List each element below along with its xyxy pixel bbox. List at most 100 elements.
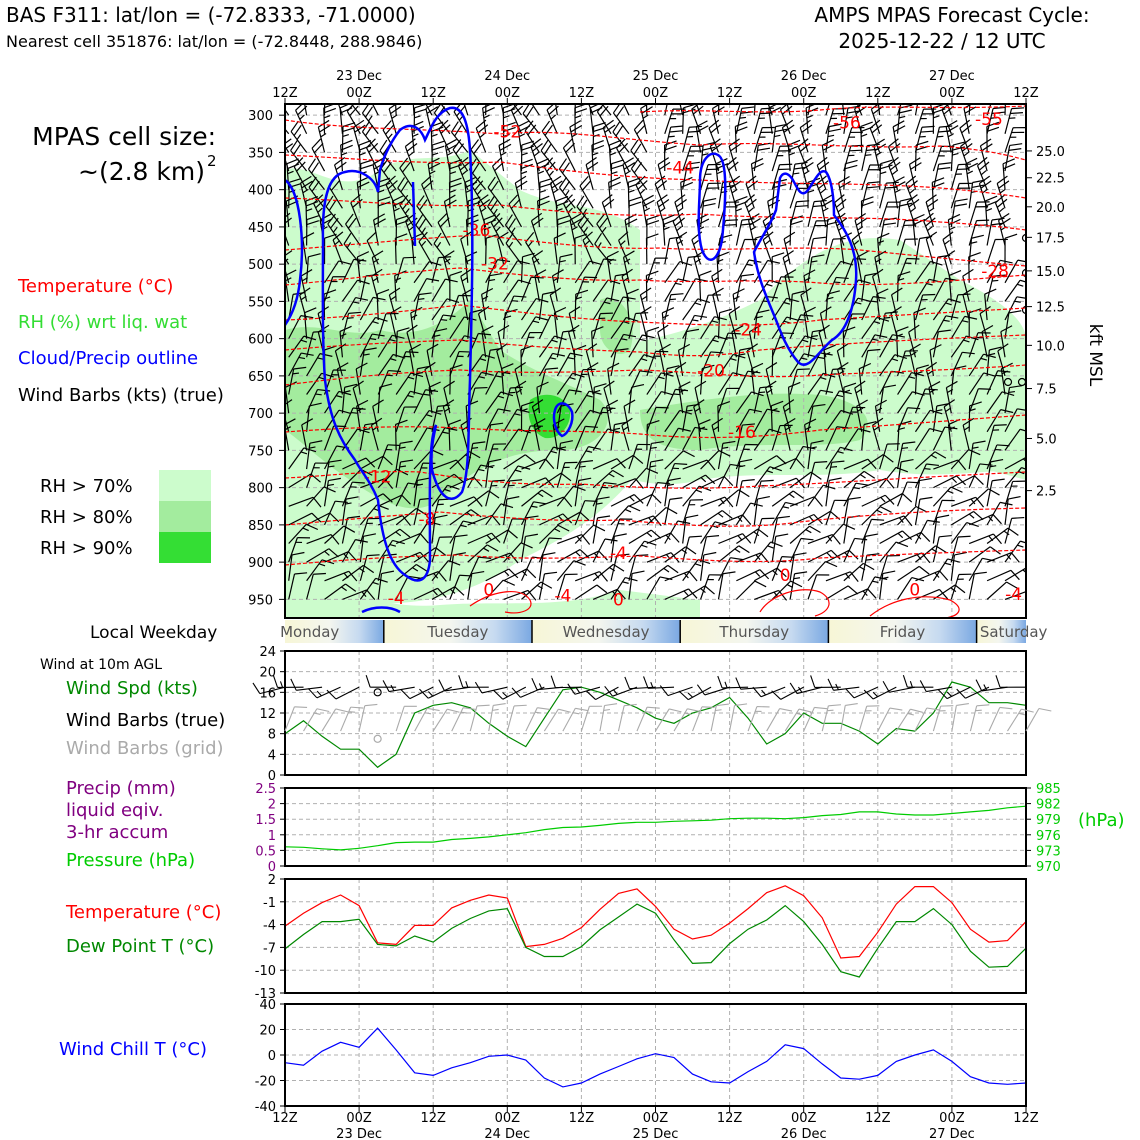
wind-barb-flag (838, 175, 850, 184)
wind-barb-half (846, 116, 853, 119)
wind-barb-staff (505, 242, 522, 265)
wind-barb-staff (986, 219, 993, 246)
wind-barb-flag (399, 194, 409, 206)
wind-chill-label: Wind Chill T (°C) (59, 1039, 207, 1060)
wind-barb-staff (323, 445, 338, 470)
wind-barb-half (694, 563, 702, 567)
wind-barb-staff (339, 107, 344, 134)
wind-barb-staff (388, 686, 415, 693)
wind-barb-staff (861, 506, 881, 526)
wind-barb-flag (1028, 456, 1037, 465)
wind-barb-staff (395, 372, 412, 395)
wind-barb-flag (611, 164, 624, 170)
wind-barb-staff (449, 335, 465, 358)
wind-barb-flag (983, 353, 996, 359)
wind-barb-half (853, 487, 860, 490)
wind-barb-half (604, 301, 611, 305)
wind-barb-flag (334, 83, 344, 91)
weekday-label: Friday (880, 623, 926, 641)
wind-barb-flag (996, 444, 1010, 447)
wind-barb-flag (323, 107, 337, 114)
wind-barb-flag (575, 707, 588, 712)
wind-barb-half (1018, 712, 1025, 716)
wind-barb-flag (741, 218, 755, 221)
pressure-tick-label: 950 (248, 593, 273, 608)
wind-barb-flag (374, 218, 386, 226)
wind-barb-staff (399, 204, 415, 228)
wind-barb-half (681, 549, 688, 554)
wind-barb-staff (932, 405, 938, 432)
time-tick-label-bottom: 00Z (346, 1111, 372, 1126)
wind-barb-half (476, 189, 482, 196)
wind-barb-flag (417, 365, 430, 370)
wind-barb-half (949, 226, 956, 231)
wind-barb-flag (579, 175, 589, 187)
wind-barb-staff (467, 464, 482, 488)
kft-axis-label: kft MSL (1085, 324, 1105, 387)
wind-barb-staff (469, 705, 478, 732)
wind-barb-half (806, 114, 813, 119)
wind-barb-staff (664, 546, 687, 563)
wind-barb-half (569, 376, 576, 380)
wind-barb-flag (882, 454, 894, 463)
wind-barb-flag (444, 194, 456, 202)
wind-barb-flag (880, 159, 893, 165)
series-line (284, 885, 1027, 959)
wind-barb-half (434, 334, 441, 337)
wind-barb-staff (762, 220, 773, 246)
wind-barb-flag (399, 528, 411, 538)
wind-barb-half (875, 258, 882, 263)
wind-barb-staff (682, 146, 692, 172)
wind-barb-staff (574, 584, 598, 600)
wind-barb-staff (807, 510, 831, 526)
wind-barb-flag (532, 399, 544, 408)
wind-barb-staff (1004, 104, 1006, 116)
wind-barb-flag (364, 106, 374, 118)
wind-barb-staff (288, 523, 307, 544)
wind-barb-staff (464, 256, 469, 283)
wind-barb-staff (395, 331, 398, 358)
wind-barb-half (596, 502, 603, 505)
wind-barb-staff (879, 493, 903, 507)
wind-barb-half (641, 295, 648, 301)
wind-barb-half (872, 338, 879, 342)
wind-barb-staff (574, 462, 581, 488)
wind-barb-half (347, 317, 354, 319)
wind-barb-staff (664, 238, 671, 265)
kft-tick-label: 15.0 (1036, 265, 1065, 280)
y-tick-label-right: 982 (1036, 798, 1061, 813)
wind-barb-staff (655, 708, 670, 732)
wind-barb-flag (340, 139, 353, 146)
wind-barb-half (480, 207, 487, 213)
wind-barb-flag (616, 138, 626, 149)
wind-barb-flag (550, 675, 556, 688)
wind-barb-half (387, 133, 393, 140)
wind-barb-half (300, 451, 308, 455)
wind-barb-half (684, 712, 692, 715)
wind-barb-staff (595, 686, 619, 701)
wind-barb-staff (807, 549, 832, 563)
wind-barb-flag (961, 143, 973, 152)
wind-barb-flag (885, 478, 895, 489)
wind-barb-flag (913, 307, 926, 314)
wind-barb-flag (643, 676, 649, 689)
wind-barb-flag (816, 175, 827, 185)
wind-barb-staff (525, 707, 538, 732)
wind-barb-staff (700, 574, 710, 600)
wind-barb-staff (861, 296, 874, 321)
wind-barb-half (607, 407, 614, 412)
wind-barb-staff (932, 298, 949, 321)
wind-barb-half (677, 207, 684, 213)
wind-barb-flag (735, 121, 748, 128)
wind-barb-staff (437, 222, 451, 246)
wind-barb-staff (819, 313, 827, 339)
wind-barb-flag (657, 324, 669, 333)
temperature-label: -4 (610, 544, 627, 564)
wind-barb-flag (919, 496, 933, 500)
wind-barb-staff (340, 706, 352, 732)
legend-temperature: Temperature (°C) (17, 276, 173, 297)
temperature-contour (469, 591, 532, 614)
weekday-band (383, 620, 532, 643)
wind-barb-staff (825, 500, 836, 526)
wind-barb-staff (395, 390, 411, 414)
